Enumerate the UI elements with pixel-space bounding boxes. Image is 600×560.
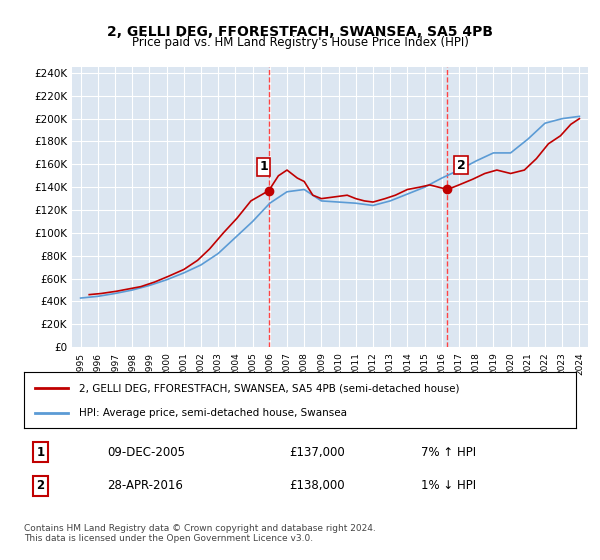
Text: 2, GELLI DEG, FFORESTFACH, SWANSEA, SA5 4PB: 2, GELLI DEG, FFORESTFACH, SWANSEA, SA5 … — [107, 25, 493, 39]
Text: 1: 1 — [37, 446, 44, 459]
Text: 1% ↓ HPI: 1% ↓ HPI — [421, 479, 476, 492]
Text: £137,000: £137,000 — [289, 446, 345, 459]
Text: 09-DEC-2005: 09-DEC-2005 — [107, 446, 185, 459]
Text: £138,000: £138,000 — [289, 479, 344, 492]
Text: 1: 1 — [259, 160, 268, 173]
Text: 28-APR-2016: 28-APR-2016 — [107, 479, 182, 492]
Text: 2, GELLI DEG, FFORESTFACH, SWANSEA, SA5 4PB (semi-detached house): 2, GELLI DEG, FFORESTFACH, SWANSEA, SA5 … — [79, 383, 460, 393]
Text: HPI: Average price, semi-detached house, Swansea: HPI: Average price, semi-detached house,… — [79, 408, 347, 418]
Text: 2: 2 — [37, 479, 44, 492]
Text: 7% ↑ HPI: 7% ↑ HPI — [421, 446, 476, 459]
Text: Price paid vs. HM Land Registry's House Price Index (HPI): Price paid vs. HM Land Registry's House … — [131, 36, 469, 49]
Text: Contains HM Land Registry data © Crown copyright and database right 2024.
This d: Contains HM Land Registry data © Crown c… — [24, 524, 376, 543]
Text: 2: 2 — [457, 159, 466, 172]
